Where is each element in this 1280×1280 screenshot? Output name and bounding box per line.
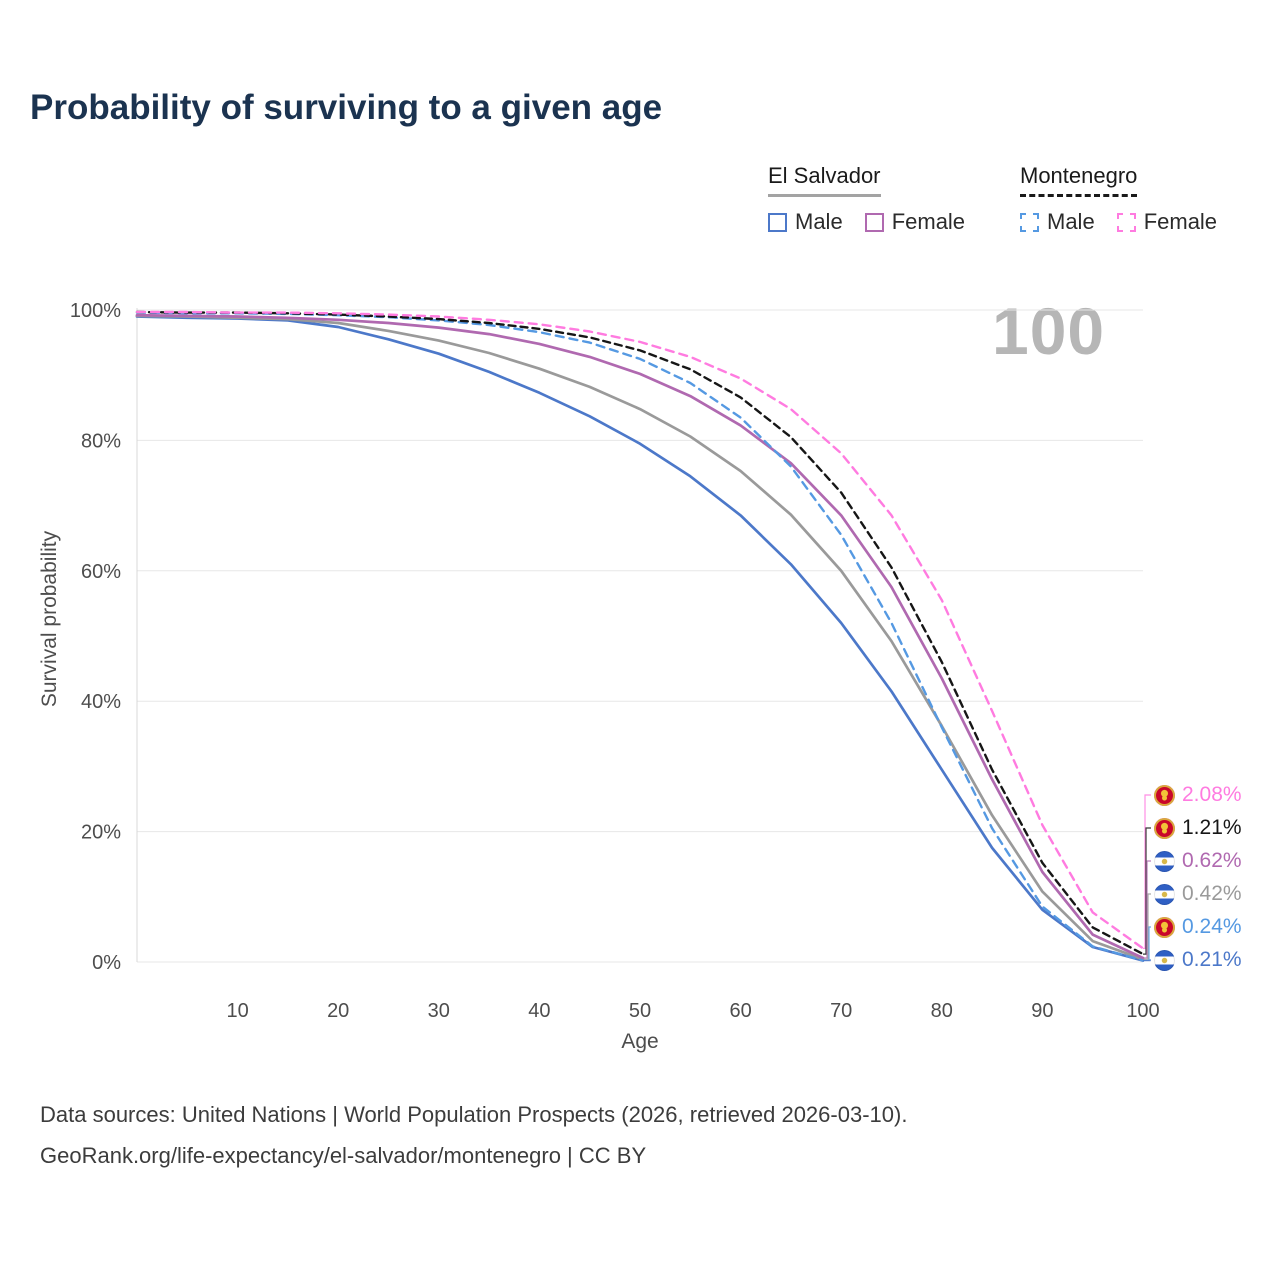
highlight-age-watermark: 100	[992, 294, 1106, 368]
series-line-el-salvador-both-sexes-	[135, 314, 1145, 961]
legend-header-el-salvador: El Salvador	[768, 163, 881, 197]
legend-item-label: Male	[795, 209, 843, 234]
legend-item-label: Female	[1143, 209, 1218, 234]
y-tick-label: 80%	[81, 430, 121, 452]
x-tick-label: 10	[226, 1000, 248, 1022]
y-axis-title: Survival probability	[38, 530, 61, 708]
y-tick-label: 60%	[81, 561, 121, 583]
attribution-note: GeoRank.org/life-expectancy/el-salvador/…	[40, 1143, 647, 1168]
end-label-connector	[1143, 794, 1151, 949]
x-tick-label: 60	[729, 1000, 751, 1022]
legend-item-el-salvador-female[interactable]: Female	[864, 209, 966, 235]
x-tick-label: 50	[629, 1000, 651, 1022]
end-label-connector	[1143, 860, 1151, 959]
legend-item-montenegro-female[interactable]: Female	[1116, 209, 1218, 235]
page-title: Probability of surviving to a given age	[30, 88, 663, 127]
series-line-el-salvador-male	[135, 315, 1145, 962]
el-salvador-female-swatch-icon	[864, 212, 884, 232]
end-label-connector	[1143, 959, 1151, 962]
legend-item-label: Female	[891, 209, 966, 234]
x-tick-label: 90	[1031, 1000, 1053, 1022]
y-tick-label: 20%	[81, 822, 121, 844]
series-line-montenegro-female	[135, 310, 1145, 950]
x-axis-title: Age	[621, 1030, 659, 1053]
y-tick-label: 100%	[70, 300, 121, 322]
legend-group-el-salvador: El Salvador Male Female	[768, 163, 965, 235]
x-tick-label: 80	[931, 1000, 953, 1022]
legend-group-montenegro: Montenegro Male Female	[1020, 163, 1217, 235]
legend-item-label: Male	[1047, 209, 1095, 234]
legend-header-montenegro: Montenegro	[1020, 163, 1138, 197]
data-sources-note: Data sources: United Nations | World Pop…	[40, 1102, 908, 1127]
end-label-connector	[1143, 827, 1151, 955]
x-tick-label: 20	[327, 1000, 349, 1022]
end-label-connector	[1143, 893, 1151, 960]
legend-item-el-salvador-male[interactable]: Male	[768, 209, 843, 235]
y-tick-label: 40%	[81, 691, 121, 713]
legend-item-montenegro-male[interactable]: Male	[1020, 209, 1095, 235]
montenegro-female-swatch-icon	[1116, 212, 1136, 232]
series-line-el-salvador-female	[135, 313, 1145, 960]
montenegro-male-swatch-icon	[1020, 212, 1039, 232]
y-tick-label: 0%	[92, 952, 121, 974]
x-tick-label: 30	[428, 1000, 450, 1022]
x-tick-label: 70	[830, 1000, 852, 1022]
x-tick-label: 40	[528, 1000, 550, 1022]
x-tick-label: 100	[1126, 1000, 1159, 1022]
el-salvador-male-swatch-icon	[768, 212, 787, 232]
